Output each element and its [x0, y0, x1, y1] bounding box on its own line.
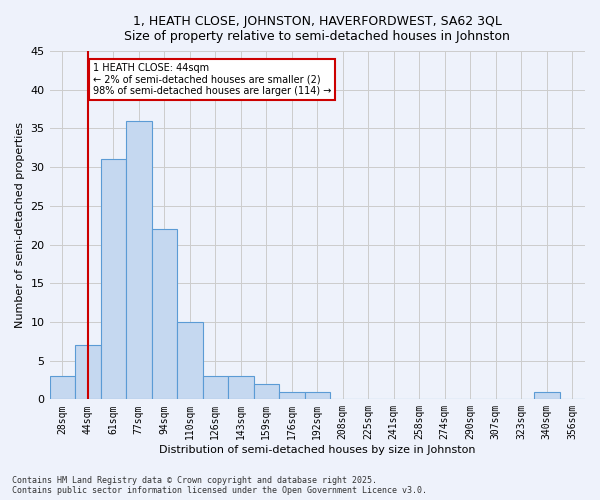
Bar [75, 345, 101, 400]
Bar [254, 384, 279, 400]
Bar [203, 376, 228, 400]
Text: Contains HM Land Registry data © Crown copyright and database right 2025.
Contai: Contains HM Land Registry data © Crown c… [12, 476, 427, 495]
Title: 1, HEATH CLOSE, JOHNSTON, HAVERFORDWEST, SA62 3QL
Size of property relative to s: 1, HEATH CLOSE, JOHNSTON, HAVERFORDWEST,… [124, 15, 510, 43]
Bar [126, 121, 152, 400]
Text: 1 HEATH CLOSE: 44sqm
← 2% of semi-detached houses are smaller (2)
98% of semi-de: 1 HEATH CLOSE: 44sqm ← 2% of semi-detach… [93, 62, 331, 96]
Bar [534, 392, 560, 400]
Bar [177, 322, 203, 400]
Bar [305, 392, 330, 400]
X-axis label: Distribution of semi-detached houses by size in Johnston: Distribution of semi-detached houses by … [159, 445, 476, 455]
Bar [279, 392, 305, 400]
Bar [50, 376, 75, 400]
Bar [228, 376, 254, 400]
Bar [152, 229, 177, 400]
Bar [101, 160, 126, 400]
Y-axis label: Number of semi-detached properties: Number of semi-detached properties [15, 122, 25, 328]
